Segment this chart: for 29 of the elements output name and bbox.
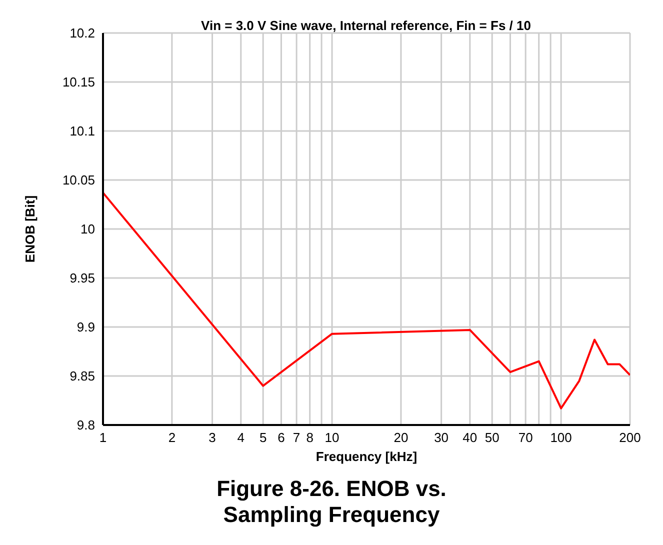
y-tick-label: 10.2	[70, 26, 95, 41]
x-tick-label: 6	[278, 430, 285, 446]
y-tick-label: 9.95	[70, 270, 95, 286]
x-tick-label: 20	[394, 430, 408, 446]
x-tick-label: 50	[484, 430, 500, 446]
chart-title: Vin = 3.0 V Sine wave, Internal reference, Fin = Fs / 10	[200, 18, 532, 33]
x-tick-label: 8	[306, 430, 314, 446]
x-tick-label: 1	[99, 430, 107, 446]
x-tick-label: 5	[259, 430, 267, 446]
x-tick-label: 2	[168, 430, 176, 446]
y-tick-label: 10.1	[70, 124, 95, 139]
y-tick-label: 10	[80, 222, 95, 237]
x-tick-label: 70	[518, 430, 533, 446]
x-tick-label: 7	[292, 430, 300, 446]
x-axis-title: Frequency [kHz]	[316, 449, 418, 464]
x-tick-label: 100	[550, 430, 572, 446]
x-tick-label: 3	[208, 430, 216, 446]
y-tick-label: 9.8	[76, 418, 95, 433]
y-axis-title: ENOB [Bit]	[22, 195, 38, 263]
y-tick-label: 10.05	[62, 172, 95, 188]
x-tick-label: 40	[462, 430, 478, 446]
x-tick-label: 30	[434, 430, 449, 446]
caption: Figure 8-26. ENOB vs. Sampling Frequency	[216, 476, 448, 528]
y-tick-label: 9.9	[76, 320, 95, 335]
x-tick-label: 200	[619, 430, 641, 446]
y-tick-label: 9.85	[70, 368, 95, 384]
x-tick-label: 10	[324, 430, 340, 446]
y-tick-label: 10.15	[62, 74, 95, 90]
x-tick-label: 4	[237, 430, 245, 446]
